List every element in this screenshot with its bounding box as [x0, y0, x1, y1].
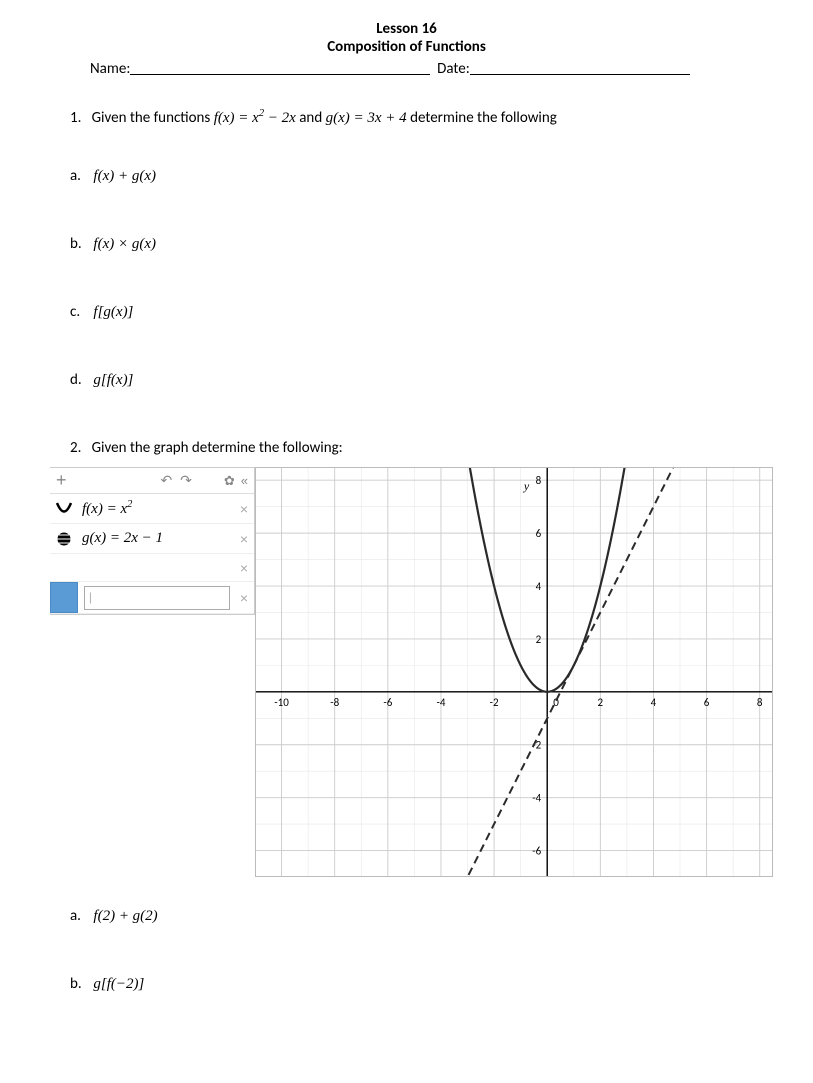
q2-a-expr: f(2) + g(2) [93, 908, 157, 924]
q1-text-prefix: Given the functions [92, 109, 214, 127]
close-icon[interactable]: × [234, 501, 254, 517]
function-row-empty[interactable]: × [50, 554, 254, 582]
q1-b: b. f(x) × g(x) [70, 235, 773, 253]
add-icon[interactable]: + [56, 470, 67, 491]
collapse-icon[interactable]: « [241, 473, 248, 488]
name-label: Name: [90, 60, 130, 78]
function-input-row[interactable]: | × [50, 582, 254, 614]
q2-a-label: a. [70, 907, 90, 925]
svg-text:8: 8 [757, 696, 763, 709]
q1-a: a. f(x) + g(x) [70, 167, 773, 185]
svg-text:-4: -4 [532, 792, 541, 805]
q1-d: d. g[f(x)] [70, 371, 773, 389]
svg-text:6: 6 [536, 527, 542, 540]
q2-number: 2. [70, 439, 81, 457]
close-icon[interactable]: × [234, 560, 254, 576]
q2-a: a. f(2) + g(2) [70, 907, 773, 925]
svg-text:-6: -6 [532, 845, 541, 858]
q2-b-expr: g[f(−2)] [93, 976, 144, 992]
q1-a-expr: f(x) + g(x) [93, 168, 156, 184]
graph-svg: -10-8-6-4-2024682468-2-4-6y [255, 467, 773, 877]
q1-c: c. f[g(x)] [70, 303, 773, 321]
function-2-expr: g(x) = 2x − 1 [78, 530, 234, 547]
lesson-title: Composition of Functions [40, 38, 773, 56]
q2-text: Given the graph determine the following: [92, 439, 343, 457]
q1-b-expr: f(x) × g(x) [93, 236, 156, 252]
graph-area: -10-8-6-4-2024682468-2-4-6y [255, 467, 773, 877]
q1-text-suffix: determine the following [410, 109, 557, 127]
date-blank[interactable] [470, 60, 690, 75]
date-label-text: Date: [437, 60, 470, 78]
q1-g-expr: g(x) = 3x + 4 [326, 110, 407, 126]
row-index-cell [50, 582, 78, 613]
expression-input[interactable]: | [84, 586, 230, 610]
panel-toolbar: + ↶ ↷ ✿ « [50, 468, 254, 494]
svg-text:-2: -2 [490, 696, 499, 709]
parabola-icon [50, 500, 78, 518]
svg-text:4: 4 [536, 580, 542, 593]
svg-text:8: 8 [536, 474, 542, 487]
function-1-expr: f(x) = x2 [78, 499, 234, 518]
q2-b: b. g[f(−2)] [70, 975, 773, 993]
q1-f-expr: f(x) = x2 − 2x [214, 110, 296, 126]
gear-icon[interactable]: ✿ [224, 473, 235, 489]
q1-and: and [299, 109, 325, 127]
svg-text:-10: -10 [274, 696, 289, 709]
undo-redo-icon[interactable]: ↶ ↷ [161, 472, 194, 489]
q1-c-label: c. [70, 303, 90, 321]
function-row-2[interactable]: g(x) = 2x − 1 × [50, 524, 254, 554]
svg-text:4: 4 [651, 696, 657, 709]
date-label [430, 60, 437, 78]
q1-number: 1. [70, 109, 81, 127]
svg-text:2: 2 [598, 696, 604, 709]
lesson-number: Lesson 16 [40, 20, 773, 38]
svg-text:y: y [523, 479, 530, 493]
question-2: 2. Given the graph determine the followi… [70, 439, 773, 457]
function-row-1[interactable]: f(x) = x2 × [50, 494, 254, 524]
svg-text:2: 2 [536, 633, 542, 646]
svg-text:6: 6 [704, 696, 710, 709]
question-1: 1. Given the functions f(x) = x2 − 2x an… [70, 108, 773, 127]
q1-d-label: d. [70, 371, 90, 389]
close-icon[interactable]: × [234, 531, 254, 547]
svg-text:-4: -4 [436, 696, 445, 709]
q1-c-expr: f[g(x)] [93, 304, 133, 320]
line-globe-icon [50, 530, 78, 548]
q1-d-expr: g[f(x)] [93, 372, 133, 388]
close-icon[interactable]: × [234, 590, 254, 606]
q1-a-label: a. [70, 167, 90, 185]
name-date-row: Name: Date: [90, 60, 773, 78]
svg-text:-6: -6 [383, 696, 392, 709]
name-blank[interactable] [130, 60, 430, 75]
q1-b-label: b. [70, 235, 90, 253]
svg-text:-8: -8 [330, 696, 339, 709]
function-panel: + ↶ ↷ ✿ « f(x) = x2 × g(x) [50, 467, 255, 615]
q2-b-label: b. [70, 975, 90, 993]
